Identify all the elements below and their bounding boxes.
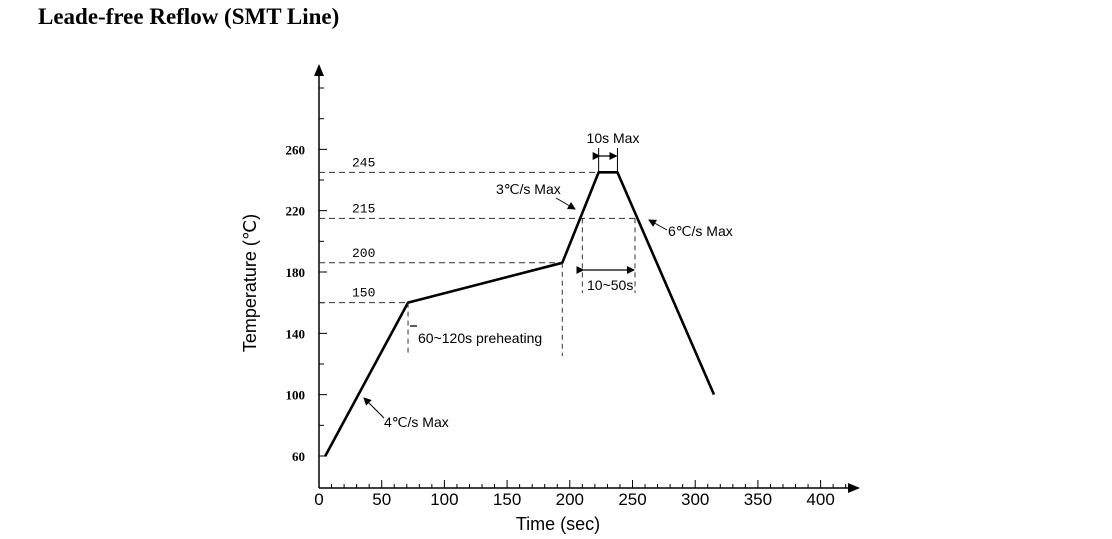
y-axis-label: Temperature (℃): [240, 214, 260, 352]
x-tick-label: 100: [430, 490, 458, 509]
y-tick-label: 180: [286, 265, 306, 280]
profile-line: [324, 171, 716, 457]
x-tick-label: 400: [806, 490, 834, 509]
reference-label-200: 200: [352, 246, 375, 261]
preheating-label: 60~120s preheating: [418, 330, 542, 346]
reference-label-245: 245: [352, 155, 375, 170]
cool-down-arrow-icon: [648, 219, 668, 231]
ramp-peak-arrow-icon: [555, 197, 576, 210]
x-axis-label: Time (sec): [516, 514, 600, 534]
x-tick-label: 250: [618, 490, 646, 509]
reference-label-215: 215: [352, 201, 375, 216]
peak-time-label: 10s Max: [587, 130, 640, 146]
x-tick-label: 0: [314, 490, 323, 509]
reference-label-150: 150: [352, 286, 375, 301]
ramp-peak-label: 3℃/s Max: [496, 181, 561, 197]
page-title: Leade-free Reflow (SMT Line): [38, 4, 340, 29]
x-tick-label: 150: [493, 490, 521, 509]
x-axis-arrow-icon: [848, 483, 860, 493]
liquidus-label: 10~50s: [587, 277, 633, 293]
x-tick-label: 50: [372, 490, 391, 509]
y-tick-label: 140: [286, 326, 306, 341]
y-tick-label: 60: [292, 449, 305, 464]
y-tick-label: 260: [286, 142, 306, 157]
ramp-up-label: 4℃/s Max: [384, 414, 449, 430]
y-tick-label: 220: [286, 204, 306, 219]
x-tick-label: 200: [556, 490, 584, 509]
x-tick-label: 300: [681, 490, 709, 509]
y-axis-arrow-icon: [314, 64, 324, 76]
x-tick-label: 350: [744, 490, 772, 509]
ramp-up-arrow-icon: [363, 397, 385, 419]
y-tick-label: 100: [286, 388, 306, 403]
cool-down-label: 6℃/s Max: [668, 223, 733, 239]
